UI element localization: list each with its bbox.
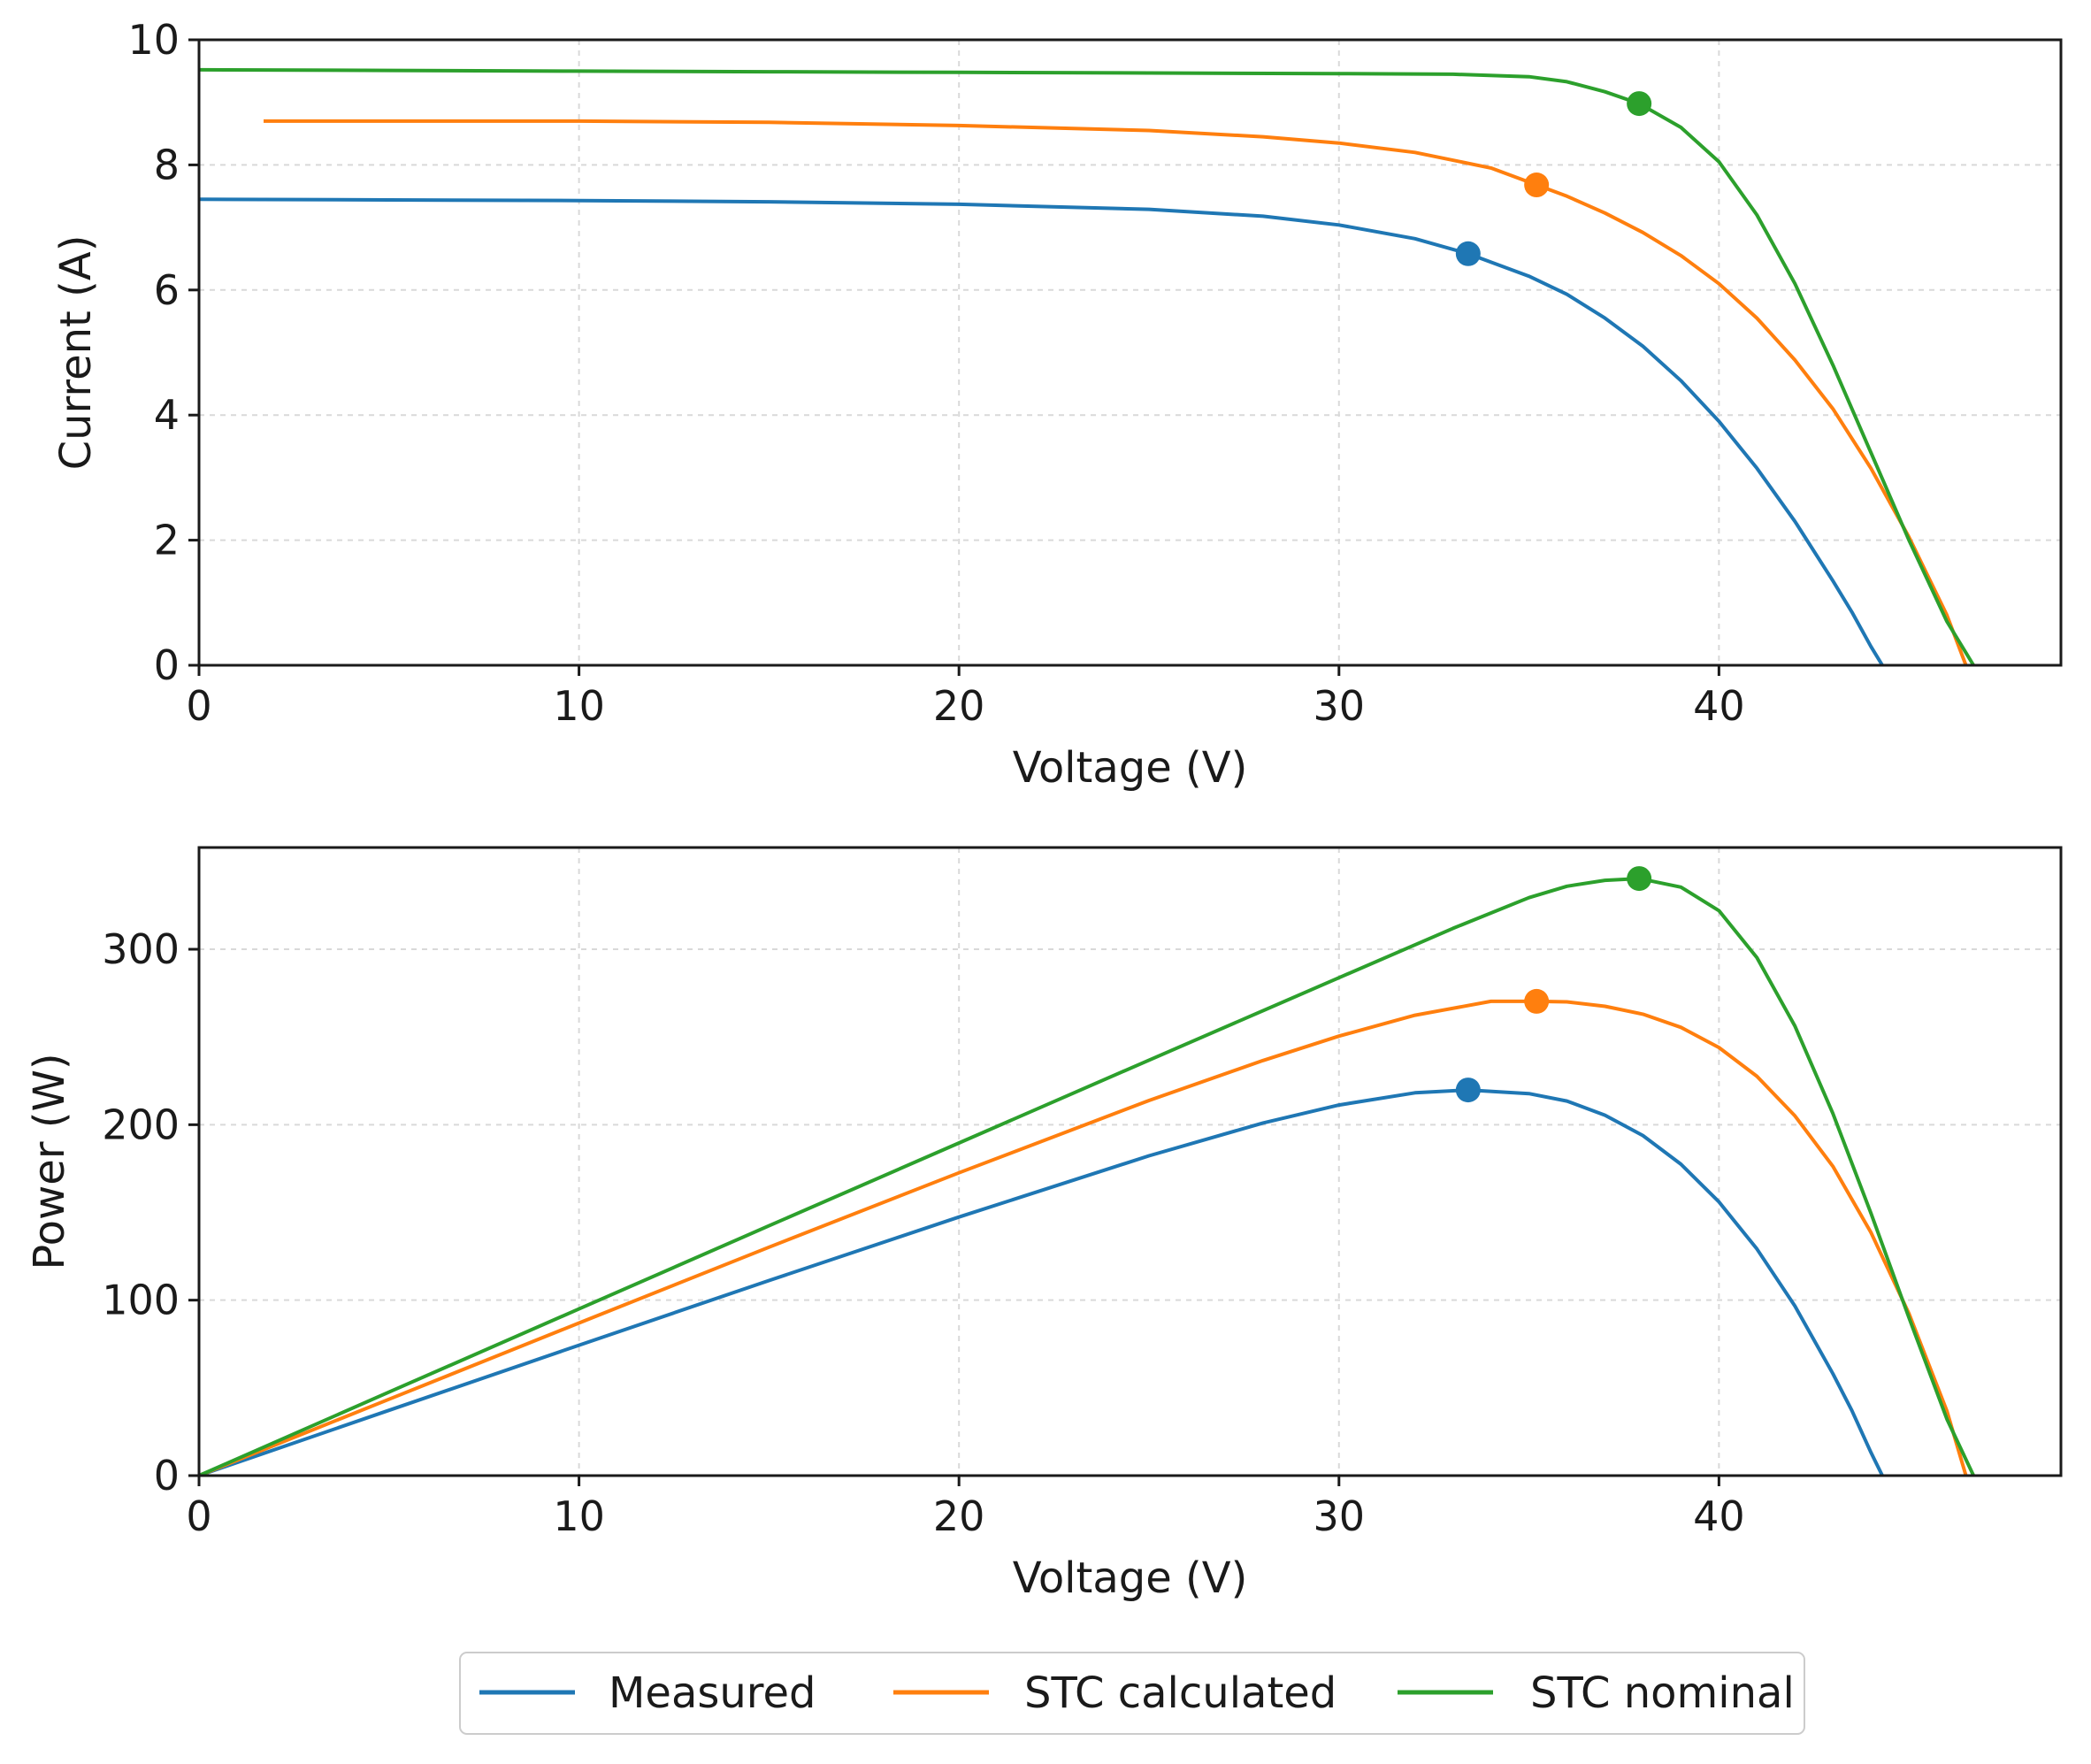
pv-x-tick-label: 20 (933, 1492, 985, 1540)
pv-y-tick-label: 0 (154, 1452, 180, 1499)
pv-y-tick-label: 200 (102, 1101, 180, 1148)
iv-y-tick-label: 0 (154, 641, 180, 689)
pv-y-tick-label: 300 (102, 925, 180, 973)
iv-y-ticks: 0 2 4 6 8 10 (127, 16, 199, 689)
iv-line-stc-nominal (198, 67, 1975, 667)
pv-x-tick-label: 10 (553, 1492, 605, 1540)
iv-mpp-marker-stc-nominal (1627, 91, 1652, 117)
iv-line-measured (198, 197, 1884, 667)
iv-x-tick-label: 30 (1314, 682, 1366, 730)
pv-line-measured (198, 1088, 1884, 1477)
iv-grid (198, 39, 2061, 666)
pv-x-tick-label: 40 (1693, 1492, 1745, 1540)
legend-label-measured: Measured (609, 1668, 816, 1718)
pv-line-stc-nominal (198, 877, 1976, 1477)
legend-label-stc-nominal: STC nominal (1530, 1668, 1795, 1718)
iv-series (198, 67, 1975, 667)
iv-x-ticks: 0 10 20 30 40 (186, 665, 1745, 730)
pv-x-tick-label: 0 (186, 1492, 211, 1540)
power-voltage-panel: 0 10 20 30 40 0 100 200 300 Voltage (V) Power (… (25, 846, 2063, 1603)
pv-mpp-marker-stc-nominal (1627, 866, 1652, 892)
pv-series (198, 877, 1976, 1477)
pv-x-axis-label: Voltage (V) (1013, 1553, 1248, 1603)
pv-mpp-marker-stc-calculated (1524, 988, 1550, 1014)
pv-mpp-marker-measured (1455, 1078, 1481, 1103)
iv-y-axis-label: Current (A) (51, 235, 101, 471)
iv-y-tick-label: 8 (154, 141, 180, 188)
iv-mpp-marker-measured (1455, 241, 1481, 266)
legend-box (459, 1652, 1805, 1735)
pv-mpp-markers (1455, 866, 1652, 1103)
pv-line-stc-calculated (198, 999, 1968, 1477)
legend-label-stc-calculated: STC calculated (1024, 1668, 1337, 1718)
pv-y-tick-label: 100 (102, 1277, 180, 1324)
iv-x-tick-label: 20 (933, 682, 985, 730)
pv-x-ticks: 0 10 20 30 40 (186, 1476, 1745, 1540)
iv-y-tick-label: 10 (127, 16, 180, 64)
iv-y-tick-label: 4 (154, 391, 180, 439)
iv-mpp-markers (1455, 91, 1652, 266)
current-voltage-panel: 0 10 20 30 40 0 2 4 6 8 10 Voltage (V) Current (A… (51, 16, 2063, 793)
iv-x-tick-label: 10 (553, 682, 605, 730)
pv-y-ticks: 0 100 200 300 (102, 925, 199, 1499)
pv-y-axis-label: Power (W) (25, 1053, 74, 1269)
legend: Measured STC calculated STC nominal (459, 1652, 1805, 1735)
iv-x-tick-label: 0 (186, 682, 211, 730)
iv-y-tick-label: 6 (154, 266, 180, 314)
pv-plot-frame (197, 846, 2063, 1477)
iv-x-axis-label: Voltage (V) (1013, 743, 1248, 793)
iv-line-stc-calculated (264, 119, 1968, 666)
iv-x-tick-label: 40 (1693, 682, 1745, 730)
iv-plot-frame (197, 38, 2063, 667)
iv-y-tick-label: 2 (154, 517, 180, 564)
iv-mpp-marker-stc-calculated (1524, 173, 1550, 198)
pv-x-tick-label: 30 (1314, 1492, 1366, 1540)
